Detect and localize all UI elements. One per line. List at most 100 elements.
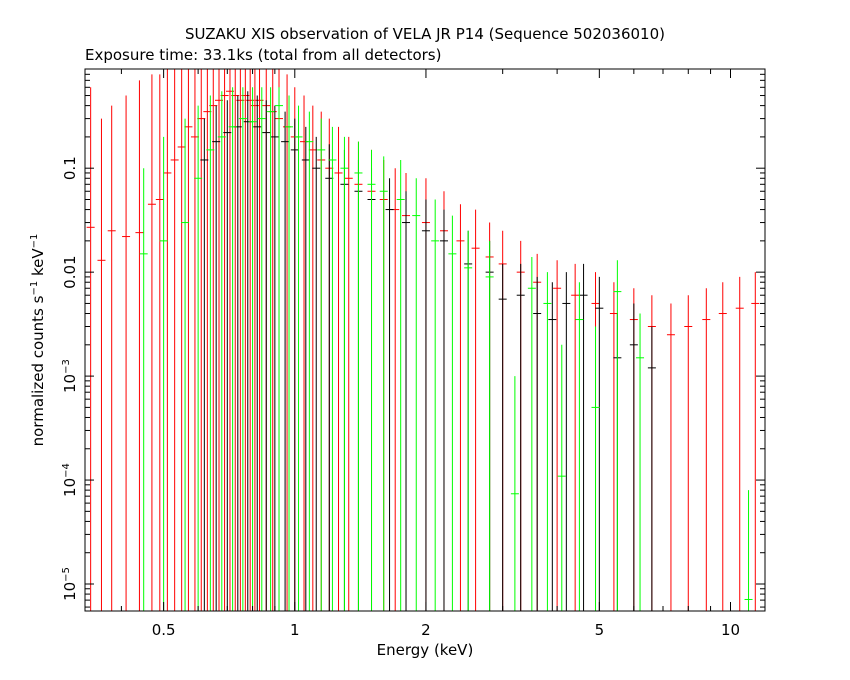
data-point xyxy=(253,95,262,611)
y-tick-label: 10−3 xyxy=(61,359,79,393)
data-point xyxy=(135,80,144,611)
data-point xyxy=(283,74,292,611)
data-point xyxy=(238,87,247,611)
data-point xyxy=(86,87,95,611)
data-point xyxy=(194,105,203,611)
data-point xyxy=(177,69,186,611)
data-point xyxy=(543,272,552,611)
data-point xyxy=(684,295,693,611)
data-point xyxy=(718,282,727,611)
data-point xyxy=(456,204,465,611)
x-tick-label: 2 xyxy=(421,621,431,639)
data-point xyxy=(464,230,473,611)
data-point xyxy=(300,95,309,611)
data-point xyxy=(281,111,290,611)
data-point xyxy=(595,276,604,611)
data-point xyxy=(223,100,232,611)
data-point xyxy=(163,69,172,611)
chart-title: SUZAKU XIS observation of VELA JR P14 (S… xyxy=(185,25,665,43)
data-point xyxy=(147,74,156,611)
data-point xyxy=(367,149,376,611)
x-tick-label: 10 xyxy=(721,621,740,639)
data-point xyxy=(275,87,284,611)
data-point xyxy=(139,168,148,611)
x-axis-ticks: 0.5 1 2 5 10 xyxy=(120,69,740,639)
data-point xyxy=(122,95,131,611)
data-point xyxy=(571,263,580,611)
data-point xyxy=(255,69,264,611)
data-point xyxy=(317,118,326,611)
x-axis-label: Energy (keV) xyxy=(377,641,474,659)
data-point xyxy=(431,199,440,611)
y-tick-exponent: −5 xyxy=(61,567,72,582)
y-tick-label: 10−5 xyxy=(61,567,79,601)
data-point xyxy=(609,282,618,611)
x-tick-label: 1 xyxy=(290,621,300,639)
data-point xyxy=(379,156,388,611)
y-tick-mantissa: 10 xyxy=(61,582,79,601)
data-point xyxy=(396,159,405,611)
data-point xyxy=(305,111,314,611)
y-axis-label-main: normalized counts s xyxy=(29,295,47,446)
data-point xyxy=(613,260,622,611)
data-point xyxy=(702,288,711,611)
data-point xyxy=(735,276,744,611)
data-point xyxy=(340,136,349,611)
data-point xyxy=(159,136,168,611)
data-point xyxy=(533,276,542,611)
plot-frame xyxy=(84,68,766,612)
data-point xyxy=(553,260,562,611)
y-tick-label: 0.01 xyxy=(61,255,79,288)
data-point xyxy=(744,490,753,611)
data-point xyxy=(510,376,519,611)
y-axis-label: normalized counts s−1 keV−1 xyxy=(29,234,47,447)
x-tick-label: 5 xyxy=(595,621,605,639)
data-point xyxy=(751,272,760,611)
y-tick-label: 0.1 xyxy=(61,156,79,180)
data-point xyxy=(548,282,557,611)
data-point xyxy=(666,303,675,611)
data-point xyxy=(270,105,279,611)
data-point xyxy=(268,69,277,611)
data-point xyxy=(248,87,257,611)
data-point xyxy=(308,105,317,611)
data-point xyxy=(294,105,303,611)
data-point xyxy=(257,87,266,611)
data-point xyxy=(402,191,411,611)
data-point xyxy=(471,209,480,611)
data-point xyxy=(562,272,571,611)
data-point xyxy=(312,136,321,611)
data-point xyxy=(97,118,106,611)
data-point xyxy=(557,344,566,611)
y-tick-mantissa: 10 xyxy=(61,374,79,393)
data-point xyxy=(385,178,394,611)
data-point xyxy=(485,240,494,611)
data-point xyxy=(591,326,600,611)
data-point xyxy=(354,141,363,611)
data-point xyxy=(647,326,656,611)
data-point xyxy=(301,126,310,611)
data-point xyxy=(155,74,164,611)
data-point xyxy=(516,263,525,611)
data-point xyxy=(181,118,190,611)
data-point xyxy=(448,215,457,611)
data-point xyxy=(391,168,400,611)
data-point xyxy=(184,69,193,611)
y-tick-exponent: −4 xyxy=(61,463,72,478)
data-point xyxy=(421,199,430,611)
data-layer xyxy=(86,69,760,611)
data-point xyxy=(527,256,536,611)
data-point xyxy=(285,95,294,611)
y-tick-mantissa: 0.1 xyxy=(61,156,79,180)
y-tick-mantissa: 0.01 xyxy=(61,255,79,288)
data-point xyxy=(266,87,275,611)
data-point xyxy=(629,303,638,611)
data-point xyxy=(328,126,337,611)
data-point xyxy=(206,95,215,611)
y-tick-exponent: −3 xyxy=(61,359,72,374)
y-axis-label-sup1: −1 xyxy=(29,281,40,296)
y-tick-mantissa: 10 xyxy=(61,478,79,497)
data-point xyxy=(344,136,353,611)
data-point xyxy=(228,87,237,611)
